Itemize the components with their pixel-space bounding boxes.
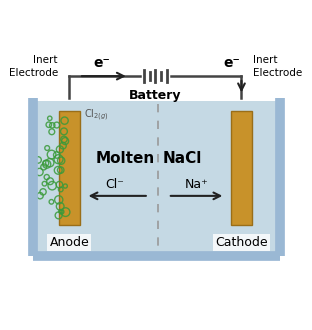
Text: Anode: Anode (50, 236, 89, 249)
Bar (231, 111, 252, 225)
Text: e⁻: e⁻ (94, 56, 110, 70)
Text: Cathode: Cathode (215, 236, 268, 249)
Text: Cl⁻: Cl⁻ (105, 178, 124, 191)
Bar (36, 101, 277, 253)
Text: Molten: Molten (95, 150, 154, 166)
Text: NaCl: NaCl (162, 150, 202, 166)
Text: Cl$_{2(g)}$: Cl$_{2(g)}$ (84, 108, 109, 123)
Text: Na⁺: Na⁺ (185, 178, 208, 191)
Text: Inert
Electrode: Inert Electrode (253, 55, 302, 78)
Text: e⁻: e⁻ (223, 56, 240, 70)
Bar (59, 111, 80, 225)
Text: Inert
Electrode: Inert Electrode (9, 55, 58, 78)
Text: Battery: Battery (129, 89, 182, 102)
